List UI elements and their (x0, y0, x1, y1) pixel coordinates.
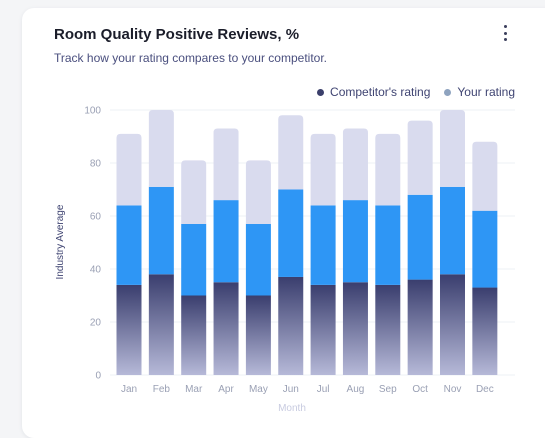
bar-segment[interactable] (181, 295, 207, 376)
legend-label-competitor: Competitor's rating (330, 85, 431, 99)
bar-segment[interactable] (375, 205, 401, 285)
bar-segment[interactable] (278, 189, 304, 277)
bar-segment[interactable] (440, 110, 465, 187)
bar-segment[interactable] (116, 133, 142, 206)
y-tick-label: 0 (95, 371, 101, 382)
y-tick-label: 20 (90, 318, 102, 329)
bar-segment[interactable] (440, 186, 465, 275)
bars (116, 110, 498, 376)
y-axis-title: Industry Average (55, 204, 66, 279)
y-axis-ticks: 0 20 40 60 80 100 (84, 106, 101, 382)
bar-segment[interactable] (181, 160, 207, 224)
y-tick-label: 100 (84, 106, 101, 117)
bar-segment[interactable] (472, 141, 498, 211)
legend-dot-yours (444, 88, 452, 96)
bar-segment[interactable] (245, 295, 271, 376)
card-subtitle: Track how your rating compares to your c… (54, 51, 327, 65)
bar-chart: 0 20 40 60 80 100 Jan Feb Mar Apr May Jun Jul Aug Sep… (55, 106, 515, 414)
x-tick-label: Feb (153, 384, 171, 395)
legend-label-yours: Your rating (457, 85, 515, 99)
chart-legend: Competitor's rating Your rating (310, 85, 515, 99)
bar-segment[interactable] (116, 284, 142, 375)
bar-segment[interactable] (148, 274, 174, 375)
bar-segment[interactable] (245, 223, 271, 296)
x-tick-label: May (249, 384, 268, 395)
y-tick-label: 60 (90, 212, 102, 223)
x-tick-label: Apr (218, 384, 234, 395)
legend-dot-competitor (317, 88, 325, 96)
x-tick-label: Oct (412, 384, 428, 395)
bar-segment[interactable] (407, 194, 433, 280)
x-tick-label: Aug (347, 384, 365, 395)
x-tick-label: Dec (476, 384, 494, 395)
bar-segment[interactable] (342, 200, 368, 283)
bar-segment[interactable] (213, 200, 239, 283)
bar-segment[interactable] (148, 110, 174, 187)
bar-segment[interactable] (472, 287, 498, 375)
x-tick-label: Nov (444, 384, 462, 395)
x-tick-label: Sep (379, 384, 397, 395)
kebab-menu-icon[interactable] (499, 25, 511, 41)
bar-segment[interactable] (310, 284, 336, 375)
kebab-dot (503, 25, 507, 28)
bar-segment[interactable] (407, 120, 433, 195)
bar-segment[interactable] (213, 282, 239, 375)
legend-item-yours[interactable]: Your rating (444, 85, 515, 99)
y-tick-label: 40 (90, 265, 102, 276)
bar-segment[interactable] (440, 274, 465, 375)
bar-segment[interactable] (148, 186, 174, 275)
bar-segment[interactable] (407, 279, 433, 375)
x-axis-title: Month (278, 403, 306, 414)
legend-item-competitor[interactable]: Competitor's rating (317, 85, 430, 99)
bar-segment[interactable] (278, 276, 304, 375)
bar-segment[interactable] (342, 128, 368, 201)
bar-segment[interactable] (181, 223, 207, 296)
bar-segment[interactable] (342, 282, 368, 375)
bar-segment[interactable] (116, 205, 142, 285)
bar-segment[interactable] (375, 133, 401, 206)
x-tick-label: Jun (283, 384, 299, 395)
x-tick-label: Jul (317, 384, 330, 395)
bar-segment[interactable] (310, 205, 336, 285)
bar-segment[interactable] (213, 128, 239, 201)
bar-segment[interactable] (472, 210, 498, 288)
bar-segment[interactable] (375, 284, 401, 375)
kebab-dot (503, 38, 507, 41)
card-title: Room Quality Positive Reviews, % (54, 26, 300, 43)
y-tick-label: 80 (90, 159, 102, 170)
kebab-dot (503, 31, 507, 35)
x-tick-label: Jan (121, 384, 137, 395)
x-axis-ticks: Jan Feb Mar Apr May Jun Jul Aug Sep Oct Nov Dec (121, 384, 494, 395)
bar-segment[interactable] (310, 133, 336, 206)
bar-segment[interactable] (278, 115, 304, 190)
bar-segment[interactable] (245, 160, 271, 224)
x-tick-label: Mar (185, 384, 203, 395)
